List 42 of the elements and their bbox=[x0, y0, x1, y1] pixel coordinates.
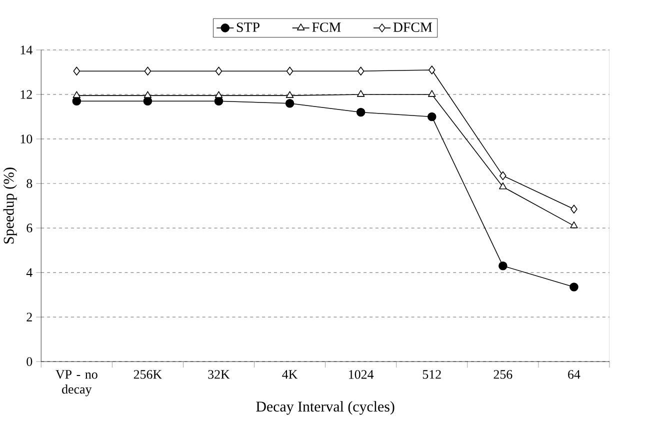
point bbox=[356, 108, 366, 117]
y-tick-label: 2 bbox=[26, 313, 32, 322]
y-tick-label: 0 bbox=[26, 357, 32, 366]
x-tick-label: 1024 bbox=[349, 370, 374, 380]
point bbox=[72, 91, 81, 98]
point bbox=[286, 66, 294, 76]
y-tick-label: 12 bbox=[20, 90, 32, 99]
point bbox=[215, 66, 222, 76]
x-tick-label: 256K bbox=[134, 370, 162, 380]
x-tick-label: 256 bbox=[494, 370, 512, 380]
point bbox=[427, 112, 436, 122]
x-tick-label: VP - no decay bbox=[56, 370, 98, 397]
point bbox=[214, 91, 223, 98]
y-tick-label: 8 bbox=[26, 179, 32, 188]
point bbox=[73, 66, 80, 76]
legend-label: STP bbox=[236, 22, 260, 32]
legend-label: DFCM bbox=[393, 22, 432, 32]
x-tick-label: 32K bbox=[208, 370, 230, 380]
y-tick-label: 14 bbox=[20, 46, 32, 54]
x-tick-label: 64 bbox=[568, 370, 580, 380]
x-tick-label: 512 bbox=[422, 370, 441, 380]
point bbox=[357, 66, 364, 76]
point bbox=[500, 172, 506, 180]
x-tick-label: 4K bbox=[282, 370, 298, 379]
y-tick-label: 10 bbox=[20, 134, 32, 144]
point bbox=[285, 99, 294, 108]
point bbox=[498, 262, 508, 271]
x-axis-title: Decay Interval (cycles) bbox=[256, 401, 394, 415]
y-tick-label: 6 bbox=[26, 224, 32, 233]
y-axis-title: Speedup (%) bbox=[3, 168, 17, 244]
point bbox=[144, 91, 152, 98]
point bbox=[428, 90, 436, 98]
point bbox=[428, 66, 436, 75]
point bbox=[570, 204, 578, 214]
point bbox=[499, 182, 507, 190]
point bbox=[144, 66, 152, 76]
point bbox=[570, 222, 578, 228]
point bbox=[570, 282, 578, 292]
y-tick-label: 4 bbox=[26, 268, 32, 278]
point bbox=[356, 90, 365, 98]
legend-label: FCM bbox=[312, 22, 341, 32]
point bbox=[286, 91, 294, 98]
